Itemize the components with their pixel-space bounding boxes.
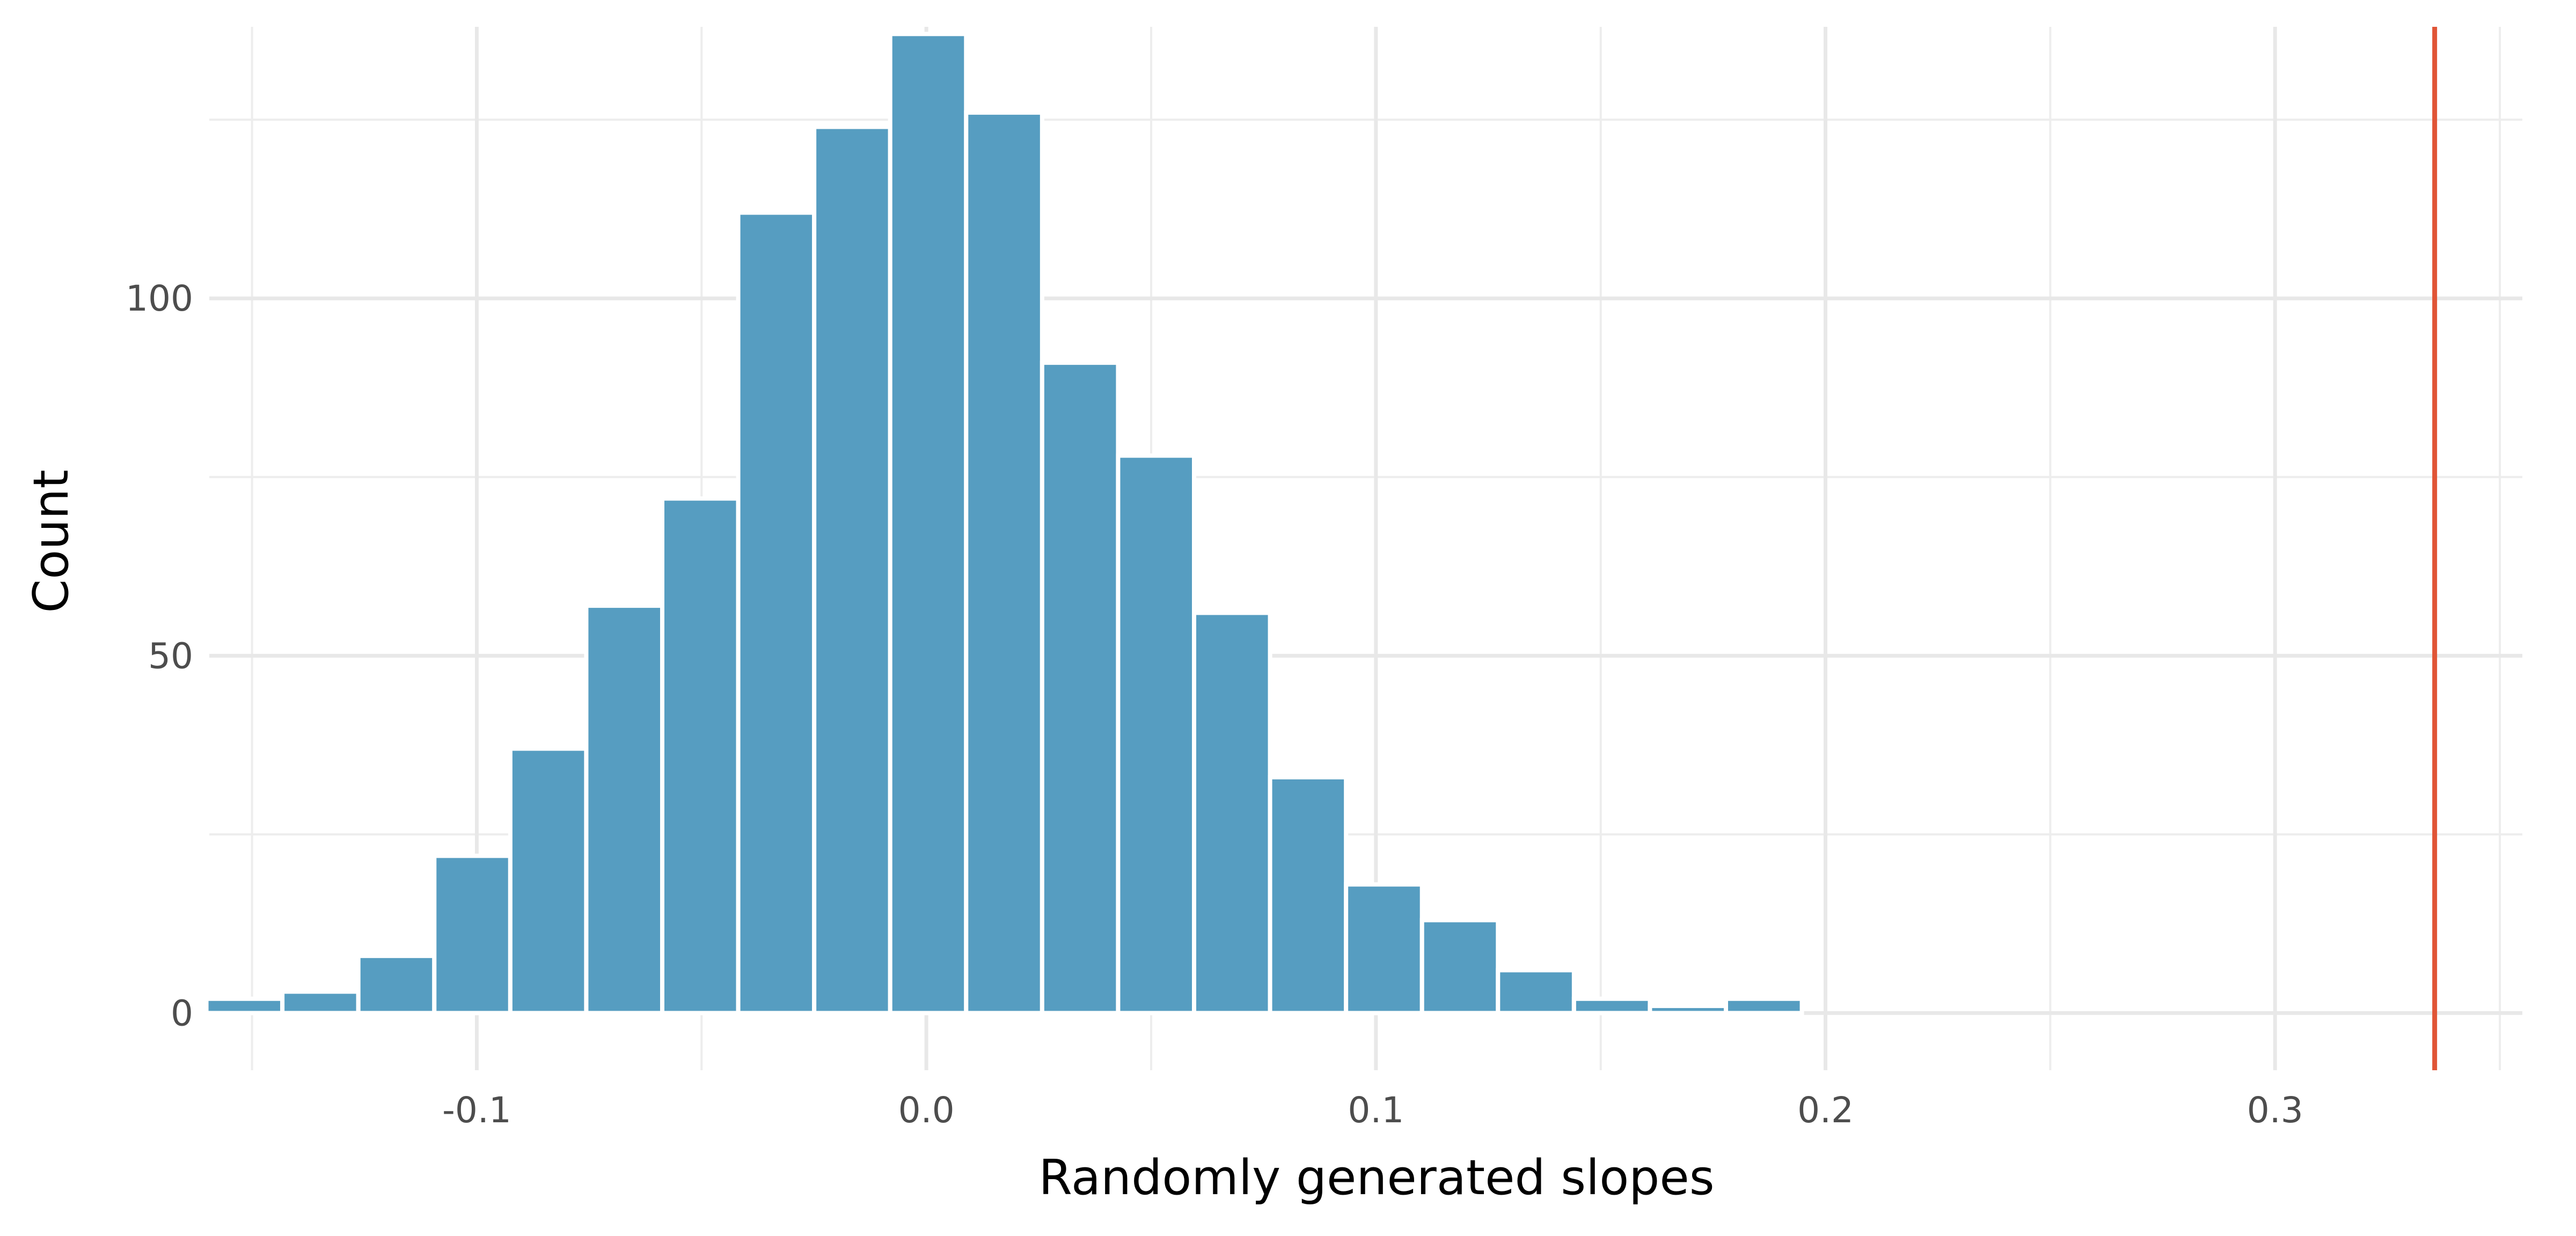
histogram-bar <box>736 210 817 1016</box>
histogram-bar <box>280 989 361 1016</box>
y-tick-label: 100 <box>126 278 193 319</box>
histogram-bar <box>1116 453 1196 1016</box>
histogram-bar <box>1344 882 1424 1016</box>
y-axis-title: Count <box>23 469 79 613</box>
histogram-bar <box>1268 775 1349 1016</box>
histogram-bar <box>356 953 437 1016</box>
histogram-bar <box>1419 918 1501 1016</box>
x-tick-label: 0.0 <box>898 1090 955 1131</box>
y-tick-label: 0 <box>171 992 193 1034</box>
histogram-bar <box>508 746 589 1016</box>
histogram-bar <box>204 996 285 1016</box>
histogram-bar <box>888 32 969 1016</box>
histogram-bar <box>1191 610 1272 1016</box>
histogram-bar <box>1571 996 1652 1016</box>
histogram-bar <box>432 854 513 1016</box>
histogram-bar <box>1648 1004 1729 1016</box>
histogram-bars <box>204 32 1804 1016</box>
x-axis-title: Randomly generated slopes <box>1038 1150 1714 1206</box>
y-tick-label: 50 <box>148 635 193 676</box>
x-tick-label: 0.1 <box>1348 1090 1404 1131</box>
x-tick-label: 0.2 <box>1797 1090 1854 1131</box>
histogram-bar <box>584 604 664 1016</box>
histogram-bar <box>660 496 741 1016</box>
histogram-bar <box>1496 968 1576 1016</box>
histogram-bar <box>1040 360 1121 1016</box>
histogram-bar <box>1724 996 1804 1016</box>
x-axis-tick-labels: -0.1 0.0 0.1 0.2 0.3 <box>442 1090 2303 1131</box>
x-tick-label: -0.1 <box>442 1090 511 1131</box>
x-tick-label: 0.3 <box>2247 1090 2303 1131</box>
y-axis-tick-labels: 0 50 100 <box>126 278 193 1034</box>
histogram-bar <box>812 124 892 1016</box>
histogram-bar <box>964 110 1044 1016</box>
